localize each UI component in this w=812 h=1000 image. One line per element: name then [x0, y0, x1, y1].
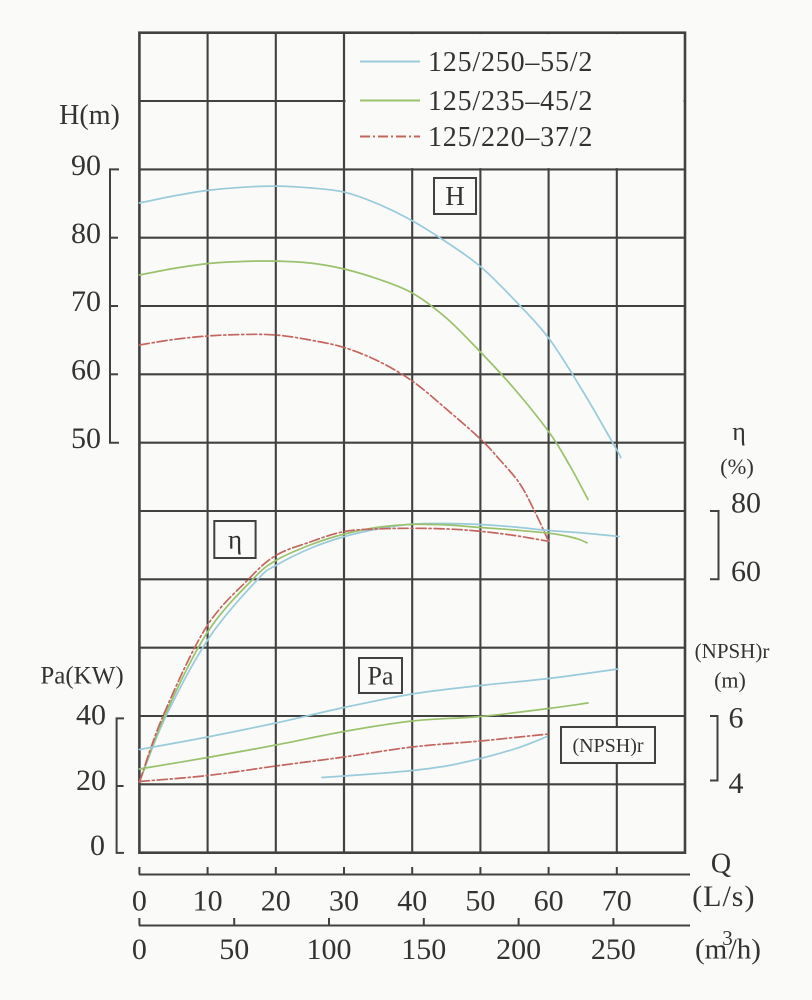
svg-text:0: 0 — [132, 933, 147, 966]
svg-text:Pa: Pa — [368, 661, 394, 690]
svg-text:η: η — [732, 417, 746, 446]
svg-text:125/250–55/2: 125/250–55/2 — [428, 47, 593, 78]
svg-text:H(m): H(m) — [59, 100, 120, 131]
svg-text:0: 0 — [90, 829, 105, 862]
svg-text:H: H — [445, 181, 465, 211]
svg-text:80: 80 — [71, 217, 101, 250]
svg-text:(NPSH)r: (NPSH)r — [572, 735, 643, 757]
svg-text:η: η — [228, 525, 242, 555]
svg-text:(m): (m) — [714, 668, 746, 693]
svg-text:Pa(KW): Pa(KW) — [40, 663, 123, 690]
svg-text:20: 20 — [76, 764, 106, 797]
svg-text:Q: Q — [711, 849, 731, 880]
svg-text:30: 30 — [329, 885, 359, 918]
svg-text:50: 50 — [465, 885, 495, 918]
svg-text:40: 40 — [76, 699, 106, 732]
svg-text:20: 20 — [261, 885, 291, 918]
svg-text:70: 70 — [71, 285, 101, 318]
svg-text:60: 60 — [71, 354, 101, 387]
svg-text:70: 70 — [602, 885, 632, 918]
svg-text:150: 150 — [401, 933, 446, 966]
svg-text:80: 80 — [731, 487, 761, 520]
svg-text:200: 200 — [496, 933, 541, 966]
svg-text:(NPSH)r: (NPSH)r — [695, 639, 770, 663]
svg-text:(%): (%) — [720, 454, 754, 479]
svg-text:4: 4 — [729, 767, 744, 800]
svg-text:50: 50 — [219, 933, 249, 966]
svg-text:250: 250 — [591, 933, 636, 966]
svg-text:40: 40 — [397, 885, 427, 918]
svg-text:125/235–45/2: 125/235–45/2 — [428, 86, 593, 117]
svg-text:90: 90 — [71, 149, 101, 182]
svg-text:0: 0 — [132, 885, 147, 918]
svg-text:6: 6 — [729, 702, 744, 735]
svg-text:60: 60 — [534, 885, 564, 918]
svg-text:(L/s): (L/s) — [692, 880, 755, 913]
svg-text:10: 10 — [193, 885, 223, 918]
svg-text:100: 100 — [307, 933, 352, 966]
svg-text:(m3/h): (m3/h) — [695, 926, 761, 966]
svg-text:50: 50 — [71, 422, 101, 455]
svg-text:60: 60 — [731, 555, 761, 588]
svg-text:125/220–37/2: 125/220–37/2 — [428, 122, 593, 153]
